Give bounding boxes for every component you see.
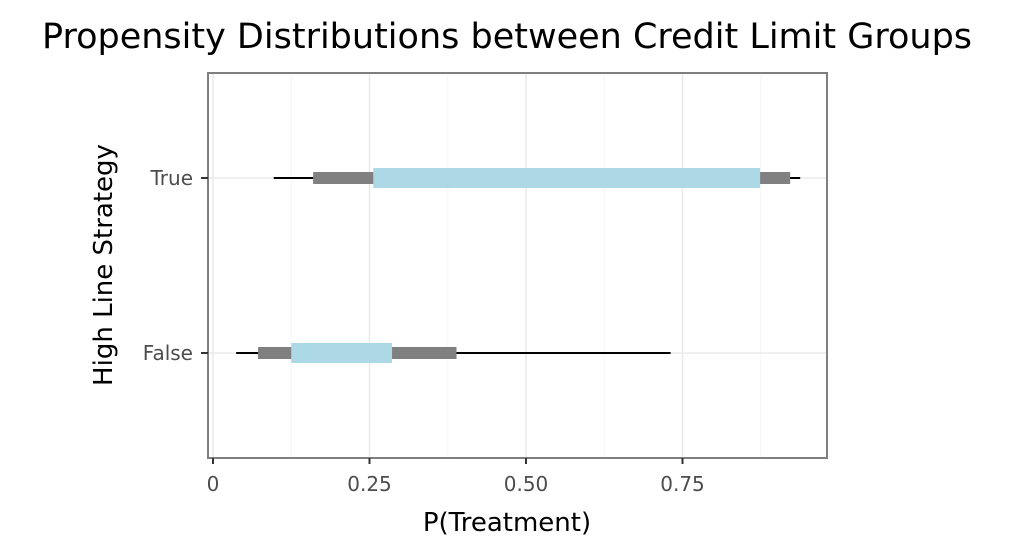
x-axis: 0 0.25 0.50 0.75 <box>207 458 705 496</box>
x-tick-label: 0.50 <box>504 472 549 496</box>
inner-interval-true <box>373 168 761 188</box>
y-axis-title: High Line Strategy <box>89 144 119 386</box>
panel-border <box>207 72 828 459</box>
chart-title: Propensity Distributions between Credit … <box>42 17 972 57</box>
x-axis-title: P(Treatment) <box>423 508 591 538</box>
y-tick-label-true: True <box>150 166 193 190</box>
chart-marks <box>236 168 801 363</box>
grid <box>208 73 827 458</box>
x-tick-label: 0 <box>207 472 220 496</box>
y-tick-label-false: False <box>143 341 193 365</box>
x-tick-label: 0.25 <box>347 472 392 496</box>
inner-interval-false <box>291 343 393 363</box>
y-axis: False True <box>143 166 208 365</box>
x-tick-label: 0.75 <box>660 472 705 496</box>
